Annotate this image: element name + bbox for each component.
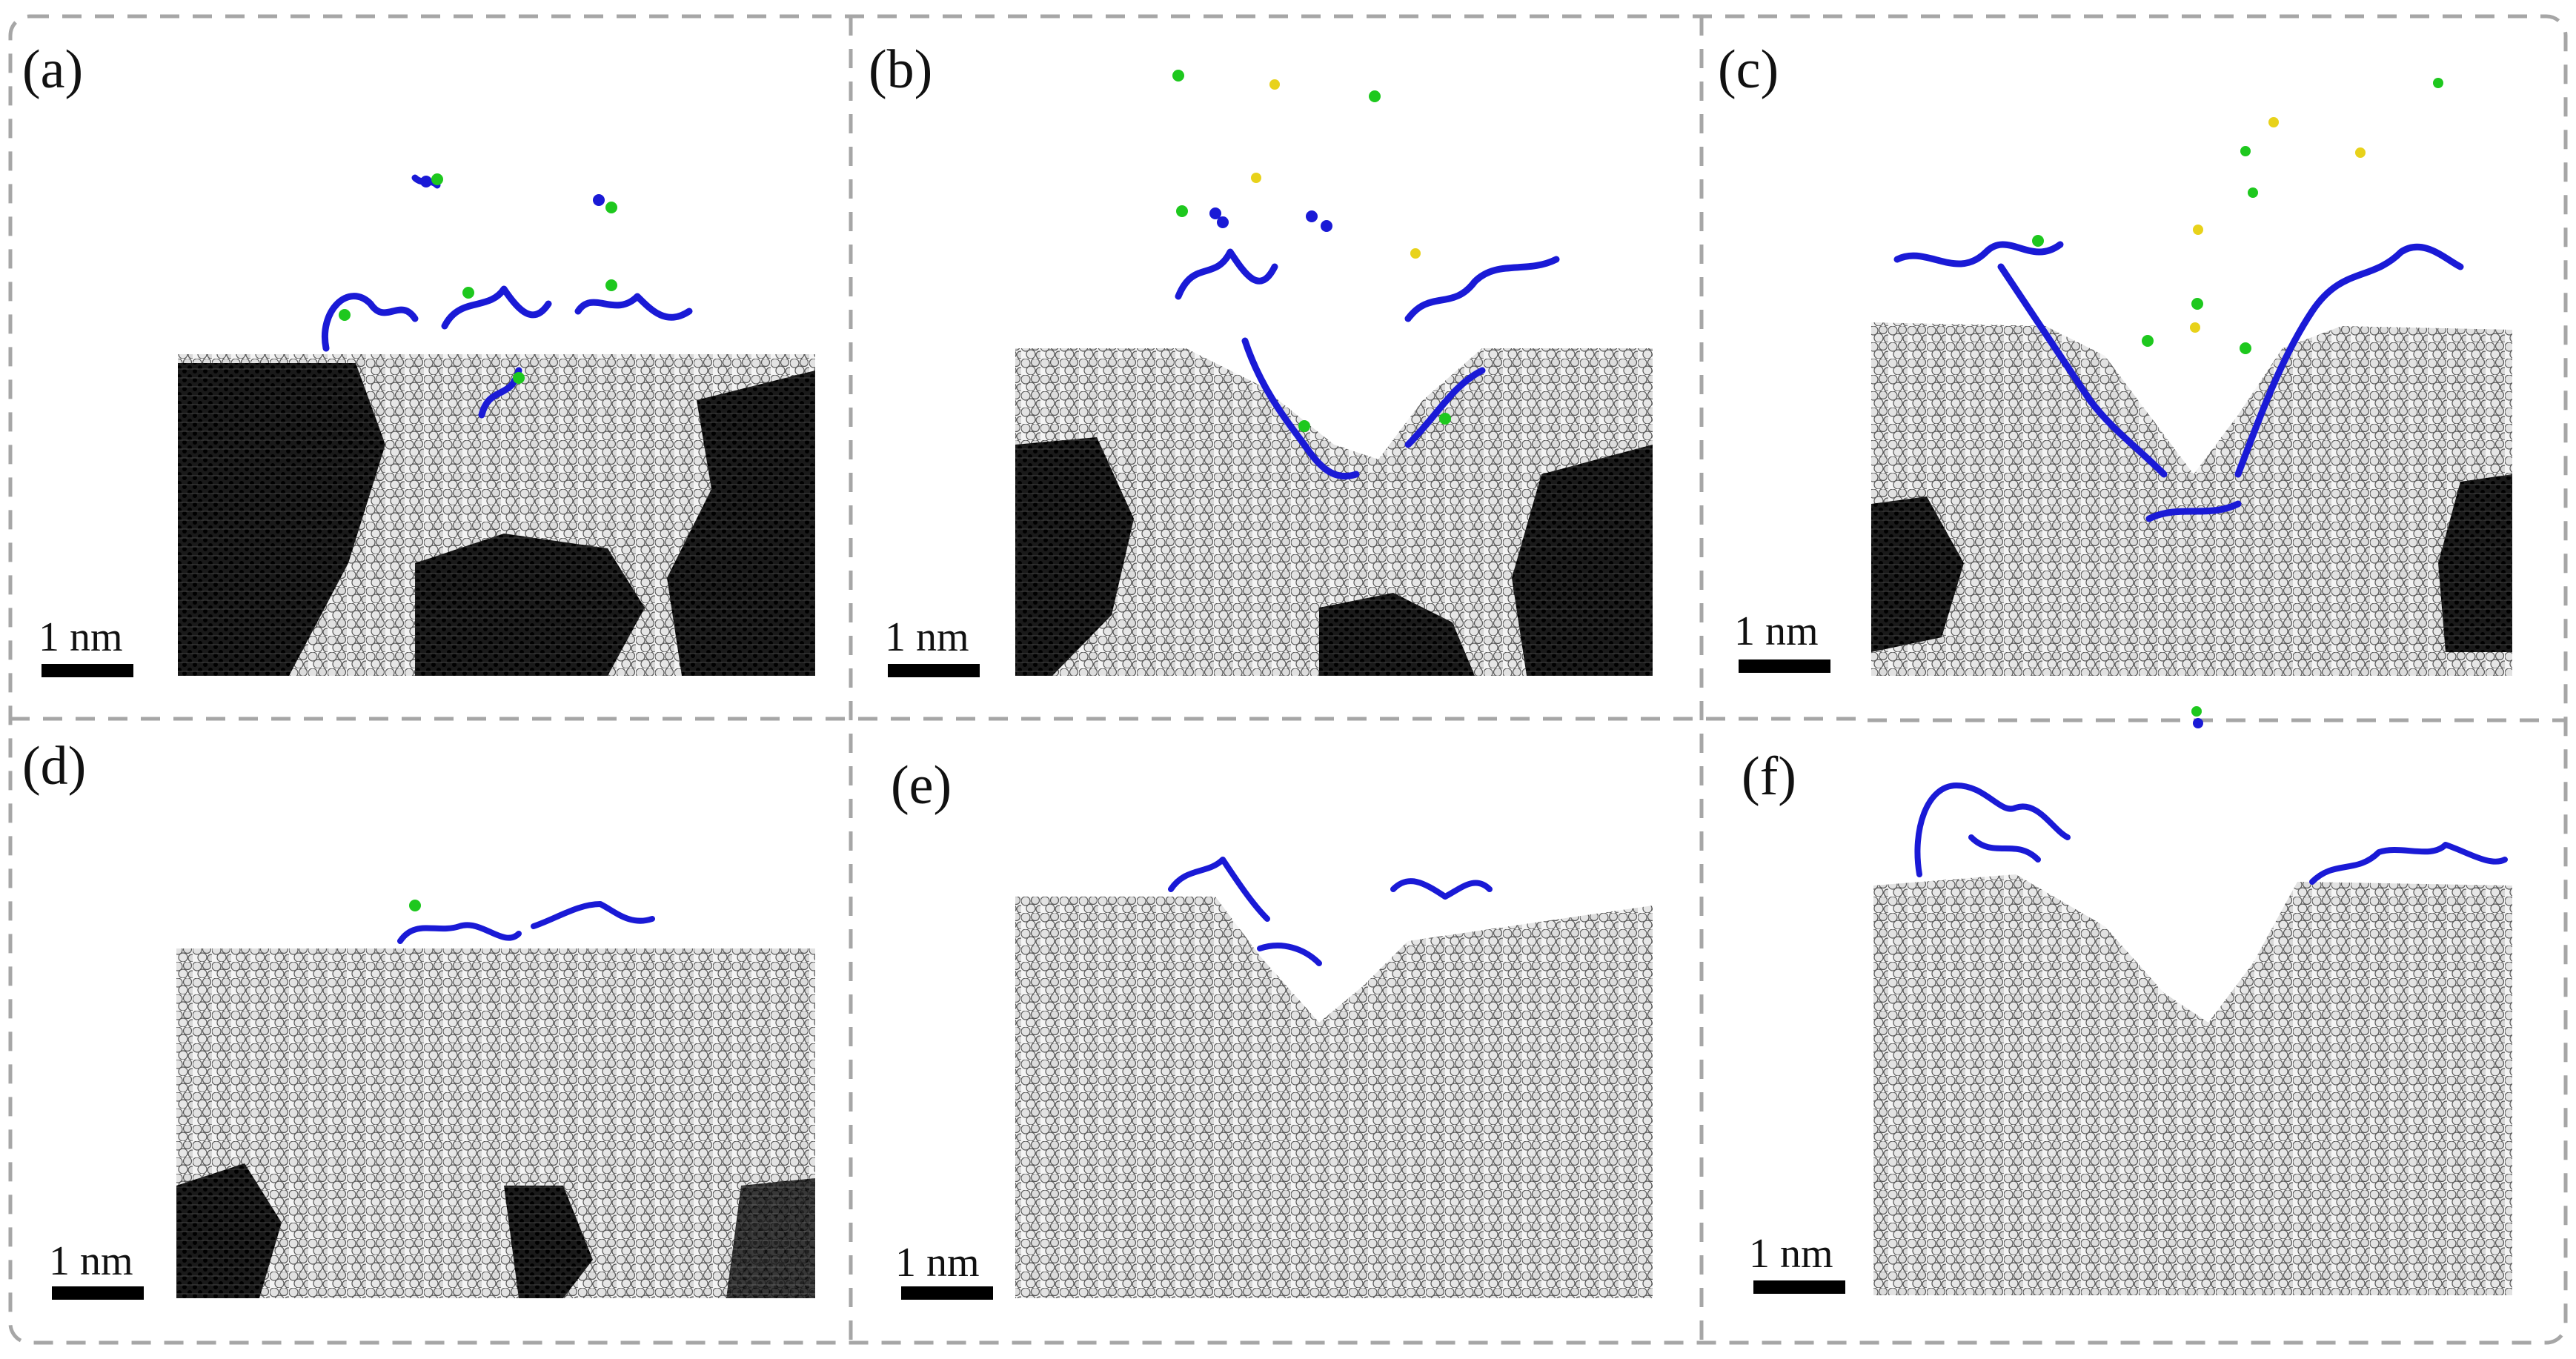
panel-a-crystalline-region-left	[178, 363, 385, 676]
panel-f-scale-label: 1 nm	[1749, 1231, 1833, 1277]
panel-b: (b) 1 nm	[869, 39, 1653, 677]
panel-c-gas-molecules	[2032, 78, 2443, 354]
panel-d-crystalline-region-center	[504, 1186, 593, 1298]
panel-f-atomistic-slab	[1873, 874, 2512, 1295]
panel-d-amorphous-region	[176, 948, 815, 1298]
panel-b-crystalline-region-right	[1512, 445, 1653, 676]
panel-e: (e) 1 nm	[891, 755, 1653, 1300]
panel-d-scale-bar	[52, 1286, 144, 1300]
panel-e-surface-chains	[1168, 857, 1493, 966]
panel-b-label: (b)	[869, 39, 932, 100]
panel-e-scale-bar	[901, 1286, 993, 1300]
panel-c-surface-chains	[1893, 241, 2464, 522]
panel-d-crystalline-region-right	[726, 1178, 815, 1298]
panel-c-crystalline-region-right	[2438, 474, 2512, 652]
panel-a-scale-label: 1 nm	[39, 614, 123, 660]
panel-b-scale-label: 1 nm	[885, 614, 969, 660]
panel-c-scale-bar	[1739, 659, 1830, 673]
panel-a-crystalline-region-center	[415, 534, 645, 676]
panel-b-gas-molecules	[1172, 70, 1451, 432]
panel-c-atomistic-slab	[1871, 322, 2512, 676]
panel-d-surface-chains	[397, 901, 655, 944]
panel-b-scale-bar	[888, 664, 980, 677]
panel-d: (d) 1 nm	[22, 736, 815, 1300]
panel-b-atomistic-slab	[1015, 348, 1653, 676]
panel-b-crystalline-region-center	[1319, 593, 1475, 676]
panel-f-scale-bar	[1753, 1280, 1845, 1294]
panel-f-amorphous-region	[1873, 874, 2512, 1295]
panel-f-gas-molecules	[2191, 706, 2203, 728]
panel-d-atomistic-slab	[176, 948, 815, 1298]
panel-d-crystalline-region-left	[176, 1163, 282, 1298]
panel-a-surface-dots	[339, 173, 617, 384]
panel-d-dot	[409, 900, 421, 911]
panel-a-label: (a)	[22, 39, 83, 100]
panel-c-crystalline-region-left	[1871, 496, 1964, 652]
panel-e-label: (e)	[891, 755, 952, 816]
panel-b-surface-chains	[1175, 248, 1560, 480]
panel-c-label: (c)	[1718, 39, 1779, 100]
panel-f: (f) 1 nm	[1742, 706, 2512, 1295]
panel-e-scale-label: 1 nm	[895, 1240, 980, 1286]
panel-a-scale-bar	[42, 664, 133, 677]
panel-f-label: (f)	[1742, 746, 1796, 807]
panel-b-crystalline-region-left	[1015, 437, 1134, 676]
panel-d-scale-label: 1 nm	[49, 1238, 133, 1284]
panel-a-crystalline-region-right	[667, 371, 815, 676]
panel-a: (a) 1 nm	[22, 39, 815, 677]
panel-c: (c) 1 nm	[1718, 39, 2512, 676]
figure-frame	[8, 14, 2568, 1345]
panel-a-atomistic-slab	[178, 354, 815, 676]
panel-e-atomistic-slab	[1015, 897, 1653, 1298]
panel-c-scale-label: 1 nm	[1734, 608, 1819, 654]
panel-e-amorphous-region	[1015, 897, 1653, 1298]
panel-d-label: (d)	[22, 736, 86, 797]
panel-c-amorphous-region	[1871, 322, 2512, 676]
panel-f-surface-chains	[1914, 782, 2508, 885]
